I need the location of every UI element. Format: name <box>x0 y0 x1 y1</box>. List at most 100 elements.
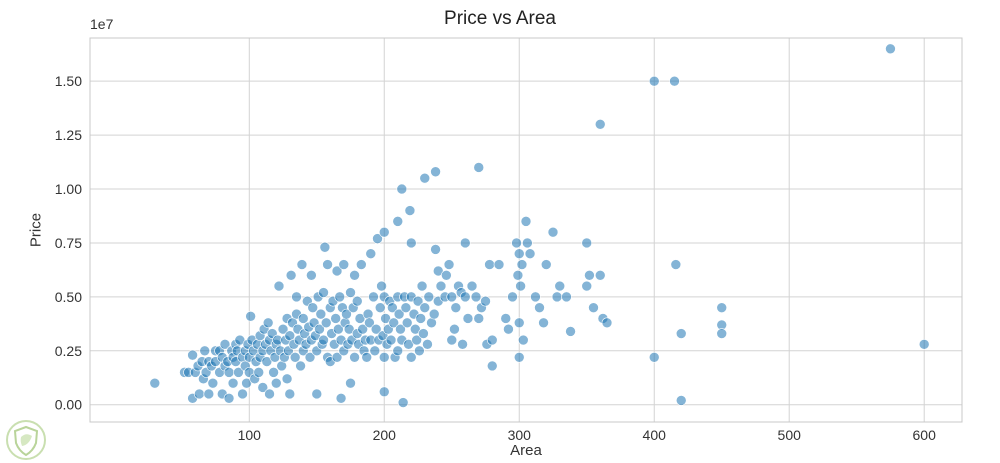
scatter-point <box>520 216 532 227</box>
scatter-point <box>538 317 549 329</box>
scatter-point <box>199 345 211 357</box>
scatter-point <box>341 308 352 320</box>
scatter-point <box>648 351 660 363</box>
chart-title: Price vs Area <box>444 8 556 29</box>
scatter-point <box>530 291 541 303</box>
scatter-point <box>418 328 429 339</box>
scatter-point <box>507 291 518 303</box>
scatter-point <box>513 317 525 329</box>
scatter-point <box>515 280 526 292</box>
scatter-point <box>395 323 406 335</box>
scatter-point <box>237 388 248 400</box>
scatter-point <box>393 308 405 320</box>
scatter-point <box>500 313 512 324</box>
y-tick-label: 1.50 <box>55 73 82 89</box>
y-axis-offset-label: 1e7 <box>90 16 114 32</box>
scatter-point <box>385 334 397 346</box>
scatter-point <box>284 330 296 342</box>
scatter-point <box>376 280 387 292</box>
scatter-point <box>356 259 367 270</box>
scatter-point <box>261 356 273 367</box>
scatter-point <box>561 291 572 303</box>
scatter-point <box>551 291 563 303</box>
scatter-point <box>296 259 308 270</box>
scatter-point <box>380 313 391 324</box>
scatter-point <box>594 118 606 130</box>
scatter-point <box>223 367 235 378</box>
scatter-point <box>285 270 297 281</box>
scatter-point <box>397 397 409 408</box>
scatter-point <box>450 302 462 313</box>
scatter-point <box>581 237 593 249</box>
scatter-point <box>345 377 356 389</box>
scatter-point <box>400 302 412 313</box>
scatter-point <box>374 302 386 313</box>
scatter-point <box>378 226 390 238</box>
scatter-point <box>466 280 478 292</box>
scatter-point <box>669 75 680 87</box>
scatter-point <box>354 313 366 324</box>
scatter-point <box>414 345 425 357</box>
scatter-point <box>311 388 323 400</box>
scatter-point <box>511 237 522 249</box>
scatter-point <box>459 237 471 249</box>
scatter-point <box>331 265 343 277</box>
scatter-point <box>349 351 360 363</box>
scatter-point <box>486 334 498 346</box>
scatter-point <box>480 295 491 307</box>
scatter-point <box>289 351 301 363</box>
scatter-point <box>194 388 205 400</box>
scatter-point <box>295 360 306 372</box>
scatter-point <box>430 166 441 178</box>
leaf-shield-logo <box>6 420 46 460</box>
scatter-point <box>675 328 687 339</box>
scatter-point <box>516 259 528 270</box>
scatter-point <box>264 388 275 400</box>
scatter-point <box>149 377 161 389</box>
x-tick-label: 400 <box>643 427 667 443</box>
scatter-point <box>318 334 329 346</box>
scatter-point <box>484 259 495 270</box>
scatter-point <box>378 386 390 398</box>
scatter-point <box>565 326 576 337</box>
scatter-point <box>446 334 458 346</box>
scatter-point <box>262 317 274 329</box>
scatter-point <box>470 291 482 303</box>
scatter-point <box>513 351 525 363</box>
scatter-point <box>554 280 566 292</box>
scatter-point <box>423 291 435 303</box>
scatter-point <box>306 270 317 281</box>
scatter-point <box>370 323 382 335</box>
scatter-point <box>320 317 332 329</box>
scatter-point <box>601 317 613 329</box>
scatter-point <box>362 308 374 320</box>
scatter-point <box>297 313 309 324</box>
y-tick-label: 1.00 <box>55 181 82 197</box>
x-tick-label: 600 <box>913 427 937 443</box>
scatter-point <box>588 302 599 313</box>
scatter-point <box>270 377 282 389</box>
scatter-point <box>415 313 427 324</box>
scatter-point <box>322 259 333 270</box>
x-tick-label: 100 <box>238 427 262 443</box>
scatter-point <box>584 270 595 281</box>
scatter-point <box>412 295 424 307</box>
scatter-point <box>716 302 728 313</box>
scatter-point <box>392 345 404 357</box>
scatter-point <box>273 280 285 292</box>
scatter-point <box>648 75 660 87</box>
scatter-point <box>369 345 381 357</box>
y-axis-label: Price <box>27 212 45 248</box>
scatter-point <box>338 259 350 270</box>
scatter-point <box>333 323 344 335</box>
scatter-point <box>315 308 327 320</box>
scatter-point <box>345 287 356 298</box>
scatter-point <box>493 259 505 270</box>
scatter-point <box>284 388 296 400</box>
scatter-point <box>503 323 514 335</box>
scatter-point <box>459 291 471 303</box>
scatter-point <box>419 302 431 313</box>
scatter-point <box>419 172 431 184</box>
scatter-point <box>441 270 452 281</box>
scatter-point <box>446 291 458 303</box>
